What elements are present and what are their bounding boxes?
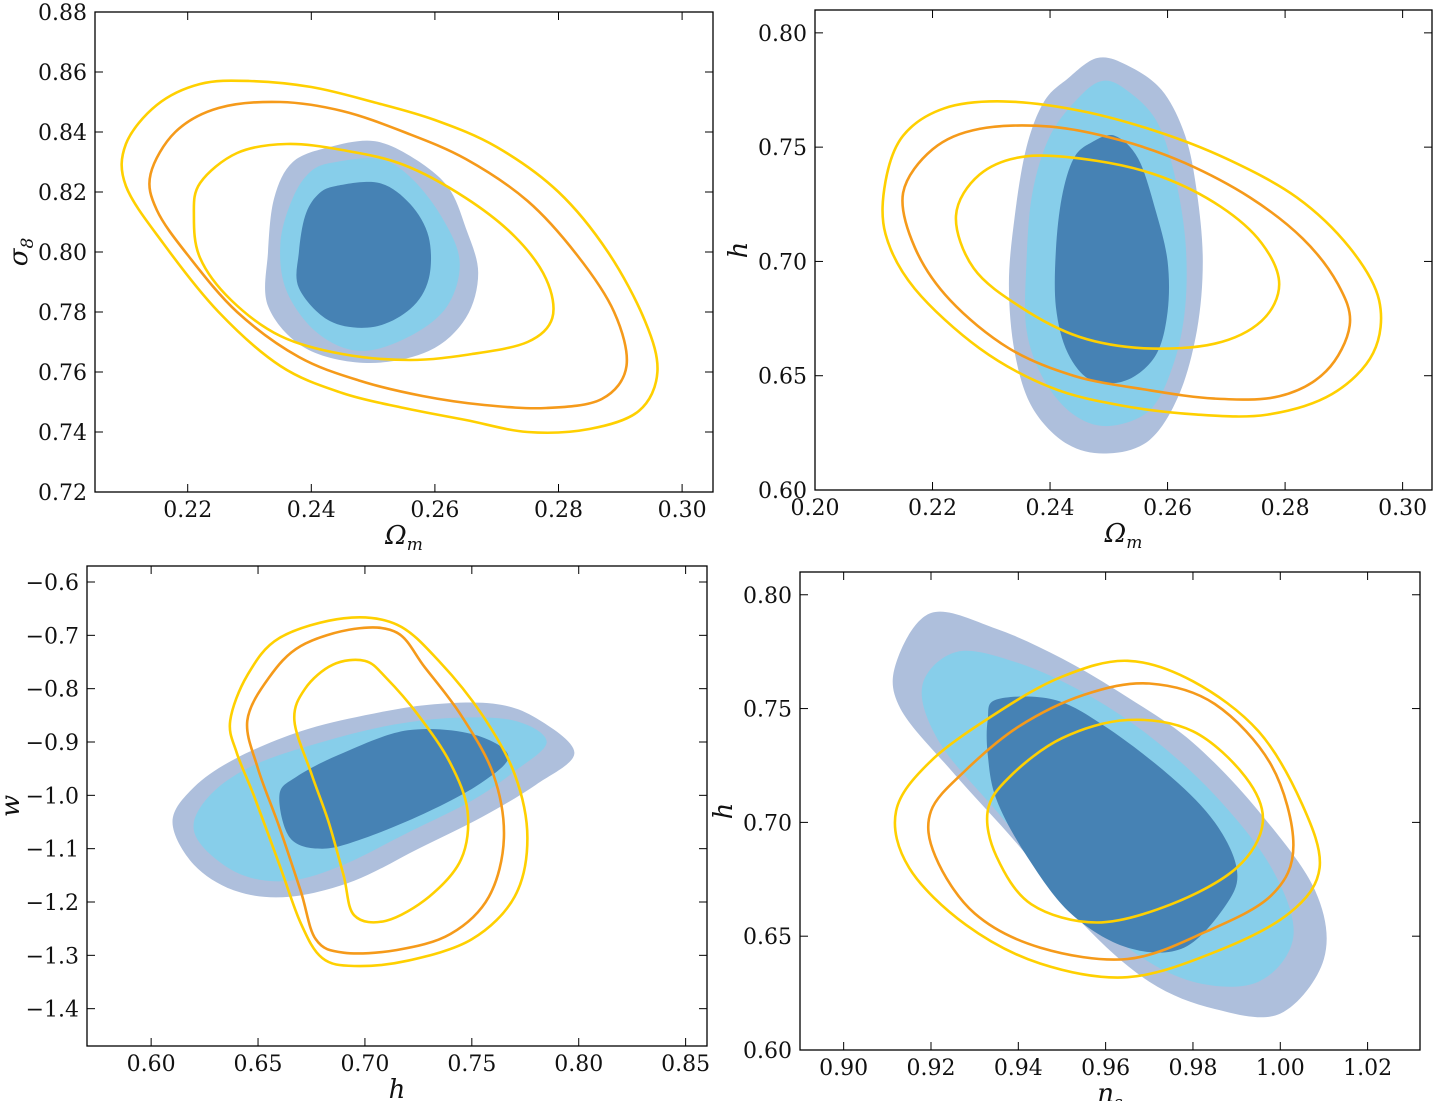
line-contour-outer-orange: [926, 681, 1295, 961]
y-tick-label: 0.74: [38, 421, 87, 446]
y-tick-label: 0.60: [758, 479, 807, 504]
line-contour-inner-yellow: [985, 718, 1265, 924]
line-contour-outer-orange: [901, 124, 1352, 401]
y-tick-label: 0.65: [743, 925, 792, 950]
x-tick-label: 0.20: [791, 496, 840, 521]
y-tick-label: −0.9: [26, 731, 79, 756]
y-tick-label: −1.1: [26, 838, 79, 863]
y-tick-label: 0.75: [743, 698, 792, 723]
y-tick-label: 0.70: [758, 250, 807, 275]
x-tick-label: 0.96: [1081, 1056, 1130, 1081]
x-tick-label: 0.80: [554, 1052, 603, 1077]
y-tick-label: 0.70: [743, 811, 792, 836]
x-tick-label: 0.24: [1026, 496, 1075, 521]
y-tick-label: −1.0: [26, 784, 79, 809]
y-axis-label: w: [0, 795, 26, 817]
x-tick-label: 0.22: [163, 498, 212, 523]
y-tick-label: 0.80: [758, 22, 807, 47]
axes-frame: [86, 565, 708, 1047]
y-tick-label: 0.80: [38, 241, 87, 266]
y-tick-label: 0.80: [743, 584, 792, 609]
line-contour-outer-yellow: [228, 616, 529, 968]
x-tick-label: 0.28: [534, 498, 583, 523]
x-tick-label: 0.90: [819, 1056, 868, 1081]
filled-contour-inner: [296, 181, 432, 328]
y-tick-label: 0.84: [38, 121, 87, 146]
y-tick-label: 0.88: [38, 1, 87, 26]
line-contour-outer-yellow: [120, 79, 659, 434]
line-contour-inner-yellow: [192, 142, 555, 362]
y-axis-label: σ8: [4, 238, 38, 267]
x-axis-label: ns: [1097, 1079, 1123, 1101]
x-tick-label: 0.22: [908, 496, 957, 521]
panel-omega_h: 0.20 0.22 0.24 0.26 0.28 0.30 0.60 0.65 0.70 0.75…: [724, 9, 1433, 553]
line-contour-inner-yellow: [954, 154, 1281, 350]
y-tick-label: 0.78: [38, 301, 87, 326]
line-contour-outer-yellow: [881, 100, 1383, 418]
plot-area: [172, 616, 575, 968]
x-tick-label: 0.94: [994, 1056, 1043, 1081]
x-tick-label: 0.75: [447, 1052, 496, 1077]
x-tick-label: 0.70: [340, 1052, 389, 1077]
x-axis-label: Ωm: [1104, 519, 1143, 553]
x-tick-label: 0.60: [127, 1052, 176, 1077]
y-tick-label: 0.82: [38, 181, 87, 206]
x-tick-label: 1.02: [1343, 1056, 1392, 1081]
plot-area: [892, 611, 1327, 1018]
x-tick-label: 0.85: [661, 1052, 710, 1077]
y-tick-label: −0.7: [26, 624, 79, 649]
x-tick-label: 0.26: [410, 498, 459, 523]
y-axis-label: h: [724, 242, 754, 259]
x-tick-label: 0.24: [287, 498, 336, 523]
y-tick-label: 0.76: [38, 361, 87, 386]
x-tick-label: 0.30: [1378, 496, 1427, 521]
filled-contour-inner: [986, 696, 1238, 953]
x-axis-label: Ωm: [384, 521, 423, 555]
y-axis-label: h: [709, 803, 739, 820]
y-tick-label: 0.72: [38, 481, 87, 506]
line-contour-outer-orange: [148, 100, 629, 410]
x-tick-label: 0.65: [234, 1052, 283, 1077]
x-tick-label: 0.30: [658, 498, 707, 523]
plot-area: [120, 79, 659, 434]
y-tick-label: −0.8: [26, 678, 79, 703]
y-tick-label: −1.4: [26, 998, 79, 1023]
panel-omega_sigma8: 0.22 0.24 0.26 0.28 0.30 0.72 0.74 0.76 0.78 0.80…: [4, 1, 714, 555]
line-contour-inner-yellow: [292, 658, 470, 924]
y-tick-label: −1.3: [26, 944, 79, 969]
y-tick-label: −1.2: [26, 891, 79, 916]
x-axis-label: h: [389, 1075, 406, 1101]
axes-frame: [814, 9, 1433, 491]
plot-area: [881, 57, 1383, 454]
x-tick-label: 0.28: [1261, 496, 1310, 521]
x-tick-label: 0.98: [1168, 1056, 1217, 1081]
y-tick-label: 0.86: [38, 61, 87, 86]
axes-frame: [799, 571, 1421, 1051]
filled-contour-inner: [279, 728, 509, 849]
x-tick-label: 0.92: [906, 1056, 955, 1081]
y-tick-label: 0.60: [743, 1039, 792, 1064]
panel-ns_h: 0.90 0.92 0.94 0.96 0.98 1.00 1.02 0.60 0.65 0.70…: [709, 571, 1421, 1101]
x-tick-label: 1.00: [1256, 1056, 1305, 1081]
filled-contour-inner: [1054, 135, 1170, 384]
line-contour-outer-yellow: [893, 659, 1322, 979]
y-tick-label: 0.75: [758, 136, 807, 161]
x-tick-label: 0.26: [1143, 496, 1192, 521]
y-tick-label: 0.65: [758, 365, 807, 390]
panel-h_w: 0.60 0.65 0.70 0.75 0.80 0.85 −1.4 −1.3 −1.2 −1.1…: [0, 565, 710, 1101]
line-contour-outer-orange: [245, 626, 506, 955]
y-tick-label: −0.6: [26, 571, 79, 596]
